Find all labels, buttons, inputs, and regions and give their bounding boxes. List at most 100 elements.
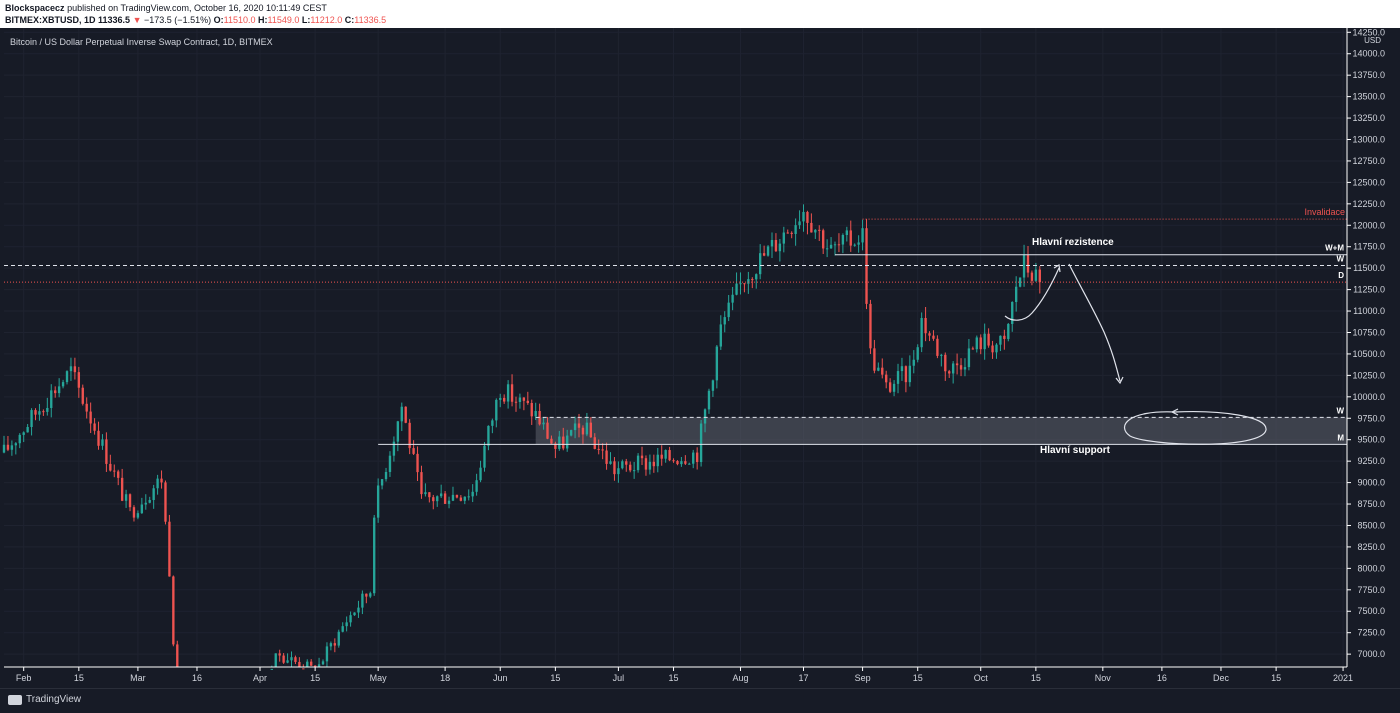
- candle-body: [1034, 269, 1038, 281]
- price-tick-label: 10500.0: [1352, 349, 1385, 359]
- arrow-head-icon: [1170, 408, 1179, 416]
- candle-body: [735, 283, 738, 295]
- candle-body: [172, 576, 175, 645]
- candle-body: [632, 470, 636, 472]
- candle-body: [451, 494, 455, 501]
- candle-body: [668, 450, 671, 461]
- support-zone-rect: [535, 417, 1347, 445]
- candle-body: [904, 366, 908, 383]
- time-tick-label: 16: [192, 673, 202, 683]
- candle-body: [566, 435, 569, 449]
- chart-header: Blockspacecz published on TradingView.co…: [0, 0, 1400, 28]
- candle-body: [888, 382, 892, 392]
- candle-body: [703, 409, 707, 424]
- candle-body: [302, 668, 305, 670]
- candle-body: [747, 279, 750, 284]
- candle-body: [790, 232, 793, 234]
- candle-body: [585, 422, 589, 435]
- candle-body: [286, 660, 289, 663]
- candle-body: [640, 455, 644, 459]
- time-tick-label: May: [370, 673, 388, 683]
- candle-body: [408, 422, 411, 449]
- candle-body: [676, 461, 679, 465]
- candle-body: [459, 497, 463, 501]
- price-tick-label: 8250.0: [1357, 542, 1385, 552]
- candle-body: [857, 242, 860, 245]
- candle-body: [270, 668, 273, 670]
- candle-body: [833, 244, 837, 246]
- candle-body: [550, 438, 553, 444]
- price-tick-label: 12250.0: [1352, 199, 1385, 209]
- price-unit-label: USD: [1364, 36, 1381, 45]
- candle-body: [148, 500, 151, 503]
- candle-body: [160, 478, 163, 483]
- candle-body: [439, 493, 443, 497]
- candle-body: [495, 399, 498, 421]
- candle-body: [707, 390, 711, 410]
- candle-body: [987, 333, 990, 346]
- price-chart[interactable]: Invalidace12071.0W+M11657.0W11531.5D1133…: [0, 28, 1400, 688]
- time-tick-label: Jun: [493, 673, 508, 683]
- candle-body: [168, 521, 171, 577]
- candle-body: [81, 387, 84, 404]
- candle-body: [932, 335, 935, 339]
- candle-body: [412, 448, 415, 454]
- high-label: H:: [258, 15, 268, 25]
- price-tick-label: 10000.0: [1352, 392, 1385, 402]
- candle-body: [609, 461, 612, 464]
- author-name[interactable]: Blockspacecz: [5, 3, 65, 13]
- candle-body: [361, 593, 364, 608]
- candle-body: [132, 507, 136, 518]
- candle-body: [829, 244, 833, 249]
- brand-name: TradingView: [26, 694, 82, 705]
- candle-body: [605, 450, 608, 464]
- price-tick-label: 11500.0: [1353, 263, 1385, 273]
- time-axis[interactable]: Feb 15 Mar 16 Apr 15 May 18 Jun 15 Jul 15 Aug 17 Sep 15…: [4, 666, 1353, 683]
- price-tick-label: 7750.0: [1357, 585, 1385, 595]
- tradingview-logo[interactable]: TradingView: [8, 694, 81, 705]
- candle-body: [593, 437, 596, 449]
- candle-body: [739, 283, 742, 285]
- arrow-head-icon: [1115, 376, 1124, 385]
- candle-body: [1022, 254, 1026, 278]
- candle-body: [69, 366, 73, 372]
- time-tick-label: Feb: [16, 673, 32, 683]
- candle-body: [392, 441, 396, 456]
- candle-body: [313, 665, 317, 667]
- candle-body: [526, 400, 529, 403]
- price-axis[interactable]: 7000.0 7250.0 7500.0 7750.0 8000.0 8250.0 8500…: [1346, 28, 1400, 688]
- candle-body: [124, 494, 128, 501]
- candle-body: [290, 657, 293, 661]
- time-tick-label: 15: [550, 673, 560, 683]
- candle-body: [510, 384, 514, 402]
- candle-body: [298, 661, 301, 667]
- chart-title: Bitcoin / US Dollar Perpetual Inverse Sw…: [10, 37, 273, 47]
- candle-body: [502, 397, 506, 402]
- level-name: D: [1338, 271, 1344, 280]
- candle-body: [644, 458, 648, 470]
- price-tick-label: 12500.0: [1352, 177, 1385, 187]
- candle-body: [928, 333, 931, 336]
- candle-body: [176, 644, 179, 667]
- price-tick-label: 13250.0: [1352, 113, 1385, 123]
- candle-body: [436, 496, 439, 502]
- candle-body: [61, 382, 65, 387]
- candle-body: [1011, 301, 1014, 324]
- price-tick-label: 9000.0: [1357, 478, 1385, 488]
- candle-body: [416, 453, 419, 473]
- price-tick-label: 13000.0: [1352, 135, 1385, 145]
- candle-body: [14, 443, 17, 446]
- candle-body: [120, 477, 124, 501]
- candle-body: [325, 646, 329, 662]
- level-name: W: [1336, 406, 1344, 415]
- candle-body: [22, 432, 25, 435]
- price-tick-label: 14000.0: [1352, 49, 1385, 59]
- candle-body: [688, 463, 691, 465]
- candle-body: [404, 406, 407, 423]
- price-tick-label: 8000.0: [1357, 563, 1385, 573]
- candle-body: [337, 631, 340, 646]
- candle-body: [353, 612, 356, 616]
- candle-body: [487, 425, 490, 446]
- candle-body: [77, 372, 81, 388]
- chart-area[interactable]: Invalidace12071.0W+M11657.0W11531.5D1133…: [0, 28, 1400, 688]
